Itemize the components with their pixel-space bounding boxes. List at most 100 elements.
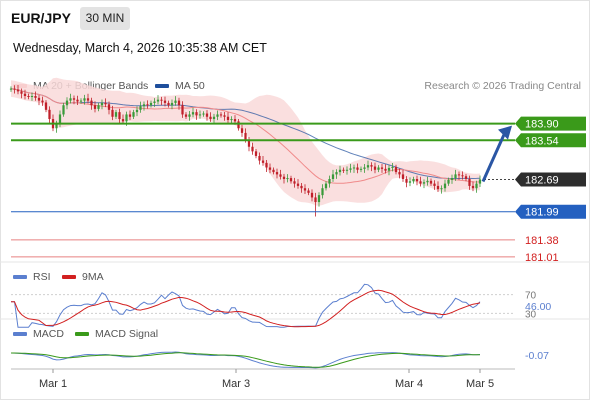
candle-body [160, 99, 163, 101]
candle-body [44, 102, 48, 110]
moving-averages [10, 88, 481, 184]
candle-body [279, 174, 282, 177]
ma20-line [10, 88, 481, 184]
candle [401, 169, 405, 182]
candle-body [331, 174, 335, 179]
candle [170, 99, 174, 110]
candle [296, 179, 300, 189]
candle-body [401, 174, 405, 179]
candle [261, 156, 265, 166]
candle-body [454, 174, 457, 179]
candle-body [464, 176, 468, 179]
candle-body [41, 100, 44, 103]
candle-body [307, 190, 310, 193]
legend-rsi-ma-label: 9MA [82, 271, 104, 283]
candle [468, 175, 471, 190]
candle [447, 177, 450, 186]
candle-body [76, 99, 79, 102]
candle-body [328, 179, 331, 184]
candle-body [153, 101, 156, 103]
candle-body [223, 115, 226, 117]
candle-body [167, 102, 170, 106]
candle [251, 142, 254, 155]
macd-value-label: -0.07 [525, 350, 549, 362]
timeframe-button[interactable]: 30 MIN [80, 7, 130, 30]
candle [272, 167, 275, 175]
candle-body [324, 183, 328, 189]
candle-body [268, 167, 272, 170]
candle-body [34, 96, 37, 98]
candle [279, 169, 282, 180]
candle-body [230, 119, 233, 121]
x-axis: Mar 1 Mar 3 Mar 4 Mar 5 [39, 369, 494, 390]
candle-body [174, 100, 177, 103]
candle [209, 112, 212, 122]
candle-body [433, 183, 436, 186]
candle [132, 109, 135, 120]
candle [37, 94, 41, 106]
candle-body [475, 183, 478, 189]
candle [93, 101, 97, 113]
candle [34, 91, 37, 101]
candle-body [128, 114, 132, 117]
candle [223, 111, 226, 121]
price-level-label: 182.69 [525, 174, 559, 186]
candle-body [370, 165, 373, 167]
candle [433, 180, 436, 190]
candle-body [195, 112, 198, 116]
candle [156, 95, 160, 105]
price-level-support: 181.99 [11, 204, 586, 219]
candle [478, 175, 482, 188]
candle [167, 100, 170, 108]
price-level-tag [515, 133, 586, 148]
candle-body [366, 165, 370, 168]
candle [419, 176, 422, 187]
candle-body [261, 160, 265, 163]
macd-signal-line [11, 352, 481, 368]
macd-signal-swatch [75, 332, 89, 336]
candle-body [391, 167, 394, 169]
candle-body [23, 93, 27, 96]
price-level-label: 181.99 [525, 207, 559, 219]
candle [293, 177, 296, 188]
candle [111, 105, 114, 121]
candle-body [219, 114, 223, 116]
candle-body [300, 185, 303, 189]
candle [457, 171, 461, 180]
price-level-label: 183.90 [525, 119, 559, 131]
candle [422, 179, 426, 189]
macd-swatch [13, 332, 27, 336]
candle-body [468, 179, 471, 186]
candle [86, 93, 90, 104]
candle-body [317, 195, 321, 203]
candle-body [394, 167, 398, 173]
candle-body [30, 96, 34, 97]
candle-body [426, 180, 429, 183]
candle-body [258, 155, 261, 161]
candle [310, 189, 314, 202]
price-level-label: 183.54 [525, 135, 559, 147]
candle-body [251, 146, 254, 152]
candle-body [188, 114, 191, 117]
candle-body [233, 119, 237, 122]
candle [184, 112, 188, 120]
price-level-tag [515, 172, 586, 187]
x-tick-label: Mar 4 [395, 378, 423, 390]
candle-body [79, 100, 83, 102]
macd-line [10, 351, 481, 369]
candle [405, 176, 408, 188]
candle [69, 93, 72, 104]
candle [41, 96, 44, 106]
candle [258, 152, 261, 165]
legend-macd-label: MACD [33, 328, 64, 340]
candle-body [338, 169, 342, 173]
candle-body [419, 181, 422, 184]
candle-body [191, 112, 195, 115]
candle-body [177, 100, 181, 106]
candle-body [184, 114, 188, 117]
pair-title: EUR/JPY [11, 10, 71, 26]
price-level-resistance: 183.90 [11, 116, 586, 131]
candle [268, 163, 272, 174]
candle [212, 113, 216, 124]
candle-body [387, 167, 391, 171]
